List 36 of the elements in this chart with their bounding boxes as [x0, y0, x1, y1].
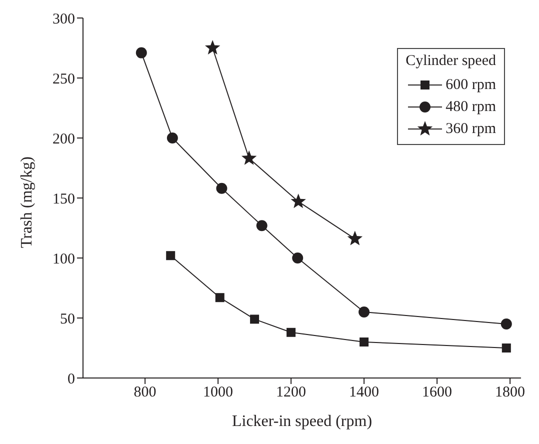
legend-label: 480 rpm	[446, 98, 496, 116]
x-tick-label: 1600	[422, 384, 452, 401]
point	[216, 182, 228, 194]
y-tick-label: 50	[60, 311, 75, 328]
point	[347, 230, 363, 246]
point	[256, 220, 268, 232]
y-tick-label: 300	[52, 11, 75, 28]
point	[166, 251, 176, 260]
point	[250, 314, 260, 324]
point	[292, 252, 304, 264]
x-tick-label: 1800	[495, 384, 526, 401]
point	[358, 306, 370, 318]
point	[215, 293, 224, 302]
y-tick-label: 0	[68, 371, 75, 388]
y-tick-label: 100	[52, 251, 75, 268]
point	[241, 150, 257, 165]
y-tick-label: 200	[52, 131, 75, 148]
point	[502, 344, 511, 352]
y-tick-label: 150	[52, 191, 75, 208]
legend-label: 600 rpm	[446, 76, 496, 94]
x-tick-label: 800	[134, 384, 156, 401]
point	[360, 338, 369, 346]
x-tick-label: 1400	[349, 384, 380, 401]
y-axis-title: Trash (mg/kg)	[18, 156, 36, 248]
point	[136, 47, 147, 58]
point	[290, 194, 306, 208]
x-tick-label: 1200	[276, 384, 306, 401]
y-tick-label: 250	[52, 71, 75, 88]
x-tick-label: 1000	[203, 384, 234, 401]
legend-label: 360 rpm	[446, 120, 496, 138]
legend-title: Cylinder speed	[406, 53, 496, 70]
point	[204, 40, 220, 54]
point	[500, 318, 512, 330]
x-axis-title: Licker-in speed (rpm)	[232, 413, 372, 430]
point	[166, 132, 178, 144]
point	[286, 328, 296, 337]
